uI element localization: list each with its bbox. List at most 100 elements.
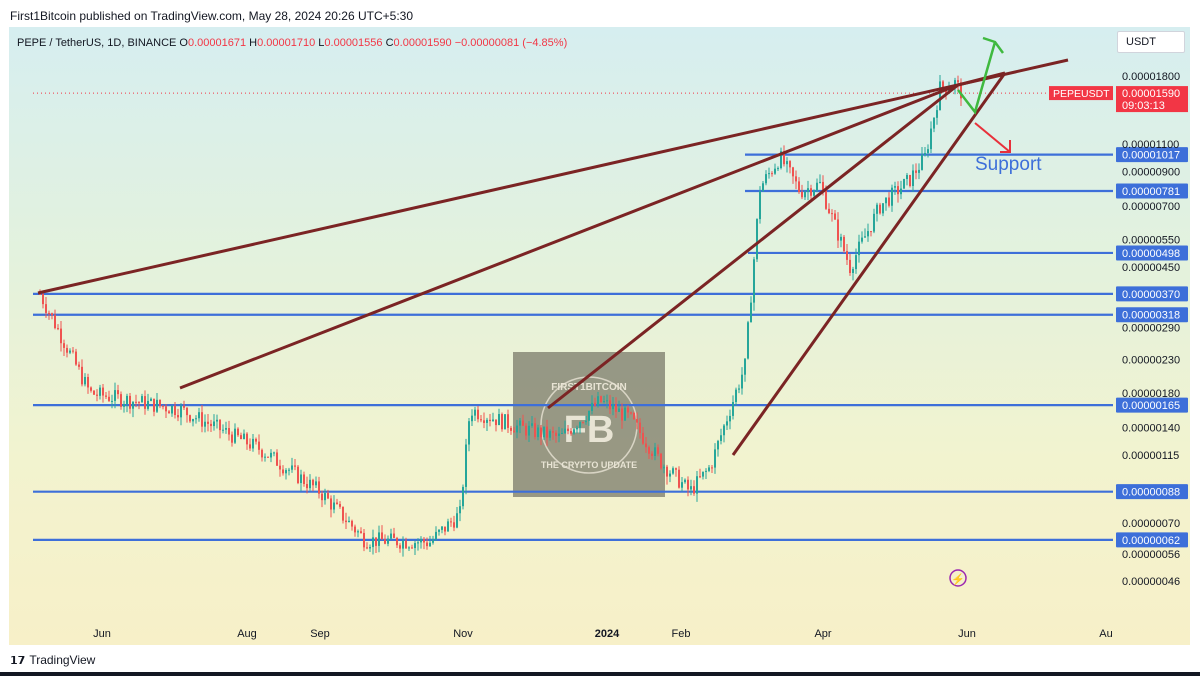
candle-body [720, 435, 722, 441]
x-tick-label: Feb [672, 628, 691, 640]
candle-body [420, 539, 422, 543]
candle-body [198, 412, 200, 419]
candle-body [162, 405, 164, 407]
candle-body [381, 532, 383, 540]
candle-body [684, 479, 686, 483]
annotation-arrows: Support ⚡ [949, 36, 1042, 587]
candle-body [336, 502, 338, 504]
candle-body [324, 493, 326, 501]
candle-body [411, 547, 413, 549]
candle-body [693, 486, 695, 494]
candle-body [387, 538, 389, 544]
candle-body [537, 427, 539, 438]
candle-body [903, 179, 905, 189]
candle-body [600, 396, 602, 402]
candle-body [552, 431, 554, 433]
candle-body [954, 80, 956, 88]
candle-body [717, 440, 719, 450]
candle-body [873, 213, 875, 232]
candle-body [867, 231, 869, 237]
candle-body [774, 168, 776, 174]
candle-body [312, 479, 314, 486]
level-price-tag [1116, 245, 1188, 261]
currency-button[interactable]: USDT [1117, 31, 1185, 53]
candle-body [141, 396, 143, 403]
down-arrowhead [1000, 140, 1011, 153]
candle-body [804, 191, 806, 198]
x-tick-label: 2024 [595, 628, 620, 640]
candle-body [699, 476, 701, 478]
candle-body [645, 443, 647, 448]
level-price-label: 0.00000088 [1122, 487, 1180, 499]
legend-open: 0.00001671 [188, 37, 249, 49]
tradingview-logo-icon: 𝟭𝟳 [10, 654, 26, 667]
candle-body [834, 213, 836, 220]
candle-body [702, 471, 704, 477]
candle-body [309, 479, 311, 489]
candle-body [528, 425, 530, 436]
candle-body [933, 117, 935, 129]
candle-body [762, 183, 764, 192]
candle-body [663, 466, 665, 469]
candle-body [738, 388, 740, 390]
candle-body [678, 469, 680, 488]
candle-body [306, 484, 308, 489]
candle-body [516, 425, 518, 433]
candle-body [711, 467, 713, 469]
candle-body [342, 506, 344, 521]
candle-body [852, 269, 854, 274]
candle-body [486, 419, 488, 423]
candle-body [690, 486, 692, 490]
candle-body [639, 422, 641, 433]
y-tick-label: 0.00001100 [1122, 139, 1179, 151]
candle-body [279, 465, 281, 470]
time-axis[interactable]: Jun Aug Sep Nov 2024 Feb Apr Jun Au [93, 628, 1113, 640]
candle-body [894, 186, 896, 188]
candle-body [819, 181, 821, 183]
candle-body [504, 414, 506, 430]
legend-close: 0.00001590 [394, 37, 455, 49]
candle-body [627, 407, 629, 413]
trend-line [731, 72, 1007, 456]
candle-body [669, 473, 671, 477]
candle-body [69, 350, 71, 353]
candle-body [234, 428, 236, 443]
candle-body [303, 474, 305, 485]
level-price-tag [1116, 484, 1188, 500]
candle-body [321, 493, 323, 501]
candle-body [237, 428, 239, 436]
candle-body [444, 526, 446, 532]
candle-body [771, 173, 773, 175]
candle-body [924, 152, 926, 155]
candle-body [456, 513, 458, 528]
candle-body [267, 456, 269, 458]
candle-body [42, 294, 44, 305]
candle-body [129, 395, 131, 409]
candle-body [99, 387, 101, 396]
candle-body [339, 503, 341, 507]
candle-body [858, 241, 860, 256]
candle-body [201, 412, 203, 427]
price-axis[interactable]: 0.00001017 0.00000781 0.00000498 0.00000370… [1049, 71, 1188, 588]
candle-body [390, 533, 392, 539]
candle-body [177, 415, 179, 418]
y-tick-label: 0.00000115 [1122, 450, 1179, 462]
publish-info: First1Bitcoin published on TradingView.c… [10, 9, 414, 23]
candle-body [603, 401, 605, 403]
candle-body [540, 427, 542, 438]
candle-body [123, 404, 125, 407]
candle-body [468, 421, 470, 445]
candle-body [492, 419, 494, 422]
candle-body [930, 128, 932, 150]
y-tick-label: 0.00000180 [1122, 388, 1180, 400]
candle-body [822, 181, 824, 191]
y-tick-label: 0.00000450 [1122, 262, 1180, 274]
candle-body [228, 428, 230, 435]
candle-body [831, 213, 833, 215]
candle-body [132, 401, 134, 409]
candle-body [864, 236, 866, 238]
candle-body [714, 449, 716, 468]
candle-body [396, 537, 398, 546]
candle-body [939, 81, 941, 111]
